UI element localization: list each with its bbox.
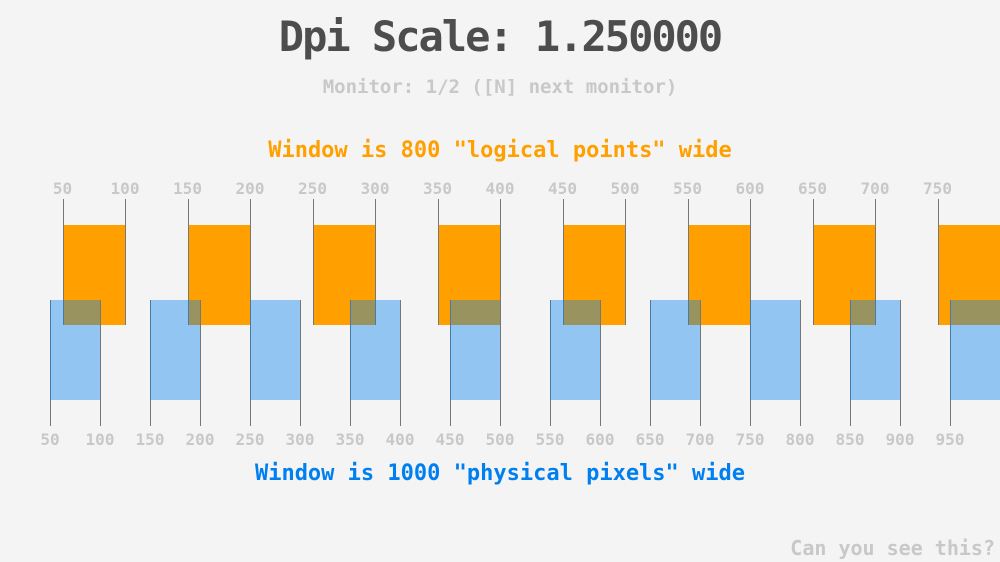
physical-tick: [800, 300, 801, 426]
physical-bar: [50, 300, 100, 400]
logical-tick-label: 600: [735, 179, 765, 198]
logical-bar: [562, 225, 625, 325]
physical-tick-label: 150: [135, 430, 165, 449]
logical-tick-label: 200: [235, 179, 265, 198]
physical-width-caption: Window is 1000 "physical pixels" wide: [254, 461, 746, 486]
logical-bar: [812, 225, 875, 325]
logical-tick: [750, 199, 751, 325]
physical-tick-label: 950: [935, 430, 965, 449]
physical-bar: [850, 300, 900, 400]
logical-tick: [937, 199, 939, 325]
physical-bar: [450, 300, 500, 400]
logical-tick-label: 50: [52, 179, 73, 198]
physical-tick: [750, 300, 751, 426]
physical-tick: [150, 300, 151, 426]
physical-bar: [950, 300, 1000, 400]
logical-tick-label: 450: [548, 179, 577, 198]
logical-bar: [312, 225, 375, 325]
physical-tick: [500, 300, 501, 426]
logical-tick: [250, 199, 251, 325]
physical-tick: [550, 300, 551, 426]
physical-bar: [350, 300, 400, 400]
physical-tick: [100, 300, 101, 426]
physical-bar: [650, 300, 700, 400]
logical-tick-label: 350: [423, 179, 452, 198]
logical-tick: [375, 199, 376, 325]
physical-tick-label: 800: [785, 430, 815, 449]
logical-tick-label: 650: [798, 179, 827, 198]
logical-tick-label: 100: [110, 179, 140, 198]
physical-tick-label: 350: [335, 430, 365, 449]
logical-tick: [312, 199, 314, 325]
physical-tick-label: 850: [835, 430, 865, 449]
logical-tick: [562, 199, 564, 325]
physical-bar: [750, 300, 800, 400]
logical-tick: [687, 199, 689, 325]
physical-tick-label: 600: [585, 430, 615, 449]
physical-tick: [350, 300, 351, 426]
physical-tick: [950, 300, 951, 426]
physical-tick: [600, 300, 601, 426]
physical-bar: [550, 300, 600, 400]
physical-tick: [850, 300, 851, 426]
logical-tick: [875, 199, 876, 325]
physical-tick: [250, 300, 251, 426]
logical-tick-label: 750: [923, 179, 952, 198]
monitor-status: Monitor: 1/2 ([N] next monitor): [322, 76, 678, 98]
logical-tick: [625, 199, 626, 325]
visibility-question: Can you see this?: [790, 536, 995, 560]
logical-bar: [437, 225, 500, 325]
physical-tick-label: 50: [40, 430, 60, 449]
physical-tick: [400, 300, 401, 426]
logical-tick: [812, 199, 814, 325]
logical-tick: [437, 199, 439, 325]
physical-tick-label: 550: [535, 430, 565, 449]
logical-tick: [187, 199, 189, 325]
logical-tick-label: 500: [610, 179, 640, 198]
physical-tick: [900, 300, 901, 426]
logical-bar: [187, 225, 250, 325]
physical-tick-label: 750: [735, 430, 765, 449]
physical-bar: [250, 300, 300, 400]
physical-tick-label: 400: [385, 430, 415, 449]
physical-tick: [200, 300, 201, 426]
logical-tick: [62, 199, 64, 325]
logical-tick-label: 250: [298, 179, 327, 198]
physical-tick: [300, 300, 301, 426]
logical-bar: [937, 225, 1000, 325]
physical-tick-label: 500: [485, 430, 515, 449]
logical-bar: [62, 225, 125, 325]
physical-tick: [50, 300, 51, 426]
logical-tick-label: 150: [173, 179, 202, 198]
physical-tick-label: 300: [285, 430, 315, 449]
logical-width-caption: Window is 800 "logical points" wide: [268, 138, 732, 163]
physical-tick-label: 200: [185, 430, 215, 449]
physical-tick-label: 700: [685, 430, 715, 449]
physical-tick-label: 650: [635, 430, 665, 449]
app-title: Dpi Scale: 1.250000: [278, 12, 723, 61]
physical-tick-label: 100: [85, 430, 115, 449]
logical-tick-label: 550: [673, 179, 702, 198]
physical-tick: [650, 300, 651, 426]
logical-tick: [500, 199, 501, 325]
logical-tick: [125, 199, 126, 325]
logical-tick-label: 400: [485, 179, 515, 198]
physical-tick-label: 900: [885, 430, 915, 449]
logical-bar: [687, 225, 750, 325]
logical-tick-label: 300: [360, 179, 390, 198]
physical-tick: [700, 300, 701, 426]
physical-tick: [450, 300, 451, 426]
physical-tick-label: 450: [435, 430, 465, 449]
physical-tick-label: 250: [235, 430, 265, 449]
logical-tick-label: 700: [860, 179, 890, 198]
physical-bar: [150, 300, 200, 400]
